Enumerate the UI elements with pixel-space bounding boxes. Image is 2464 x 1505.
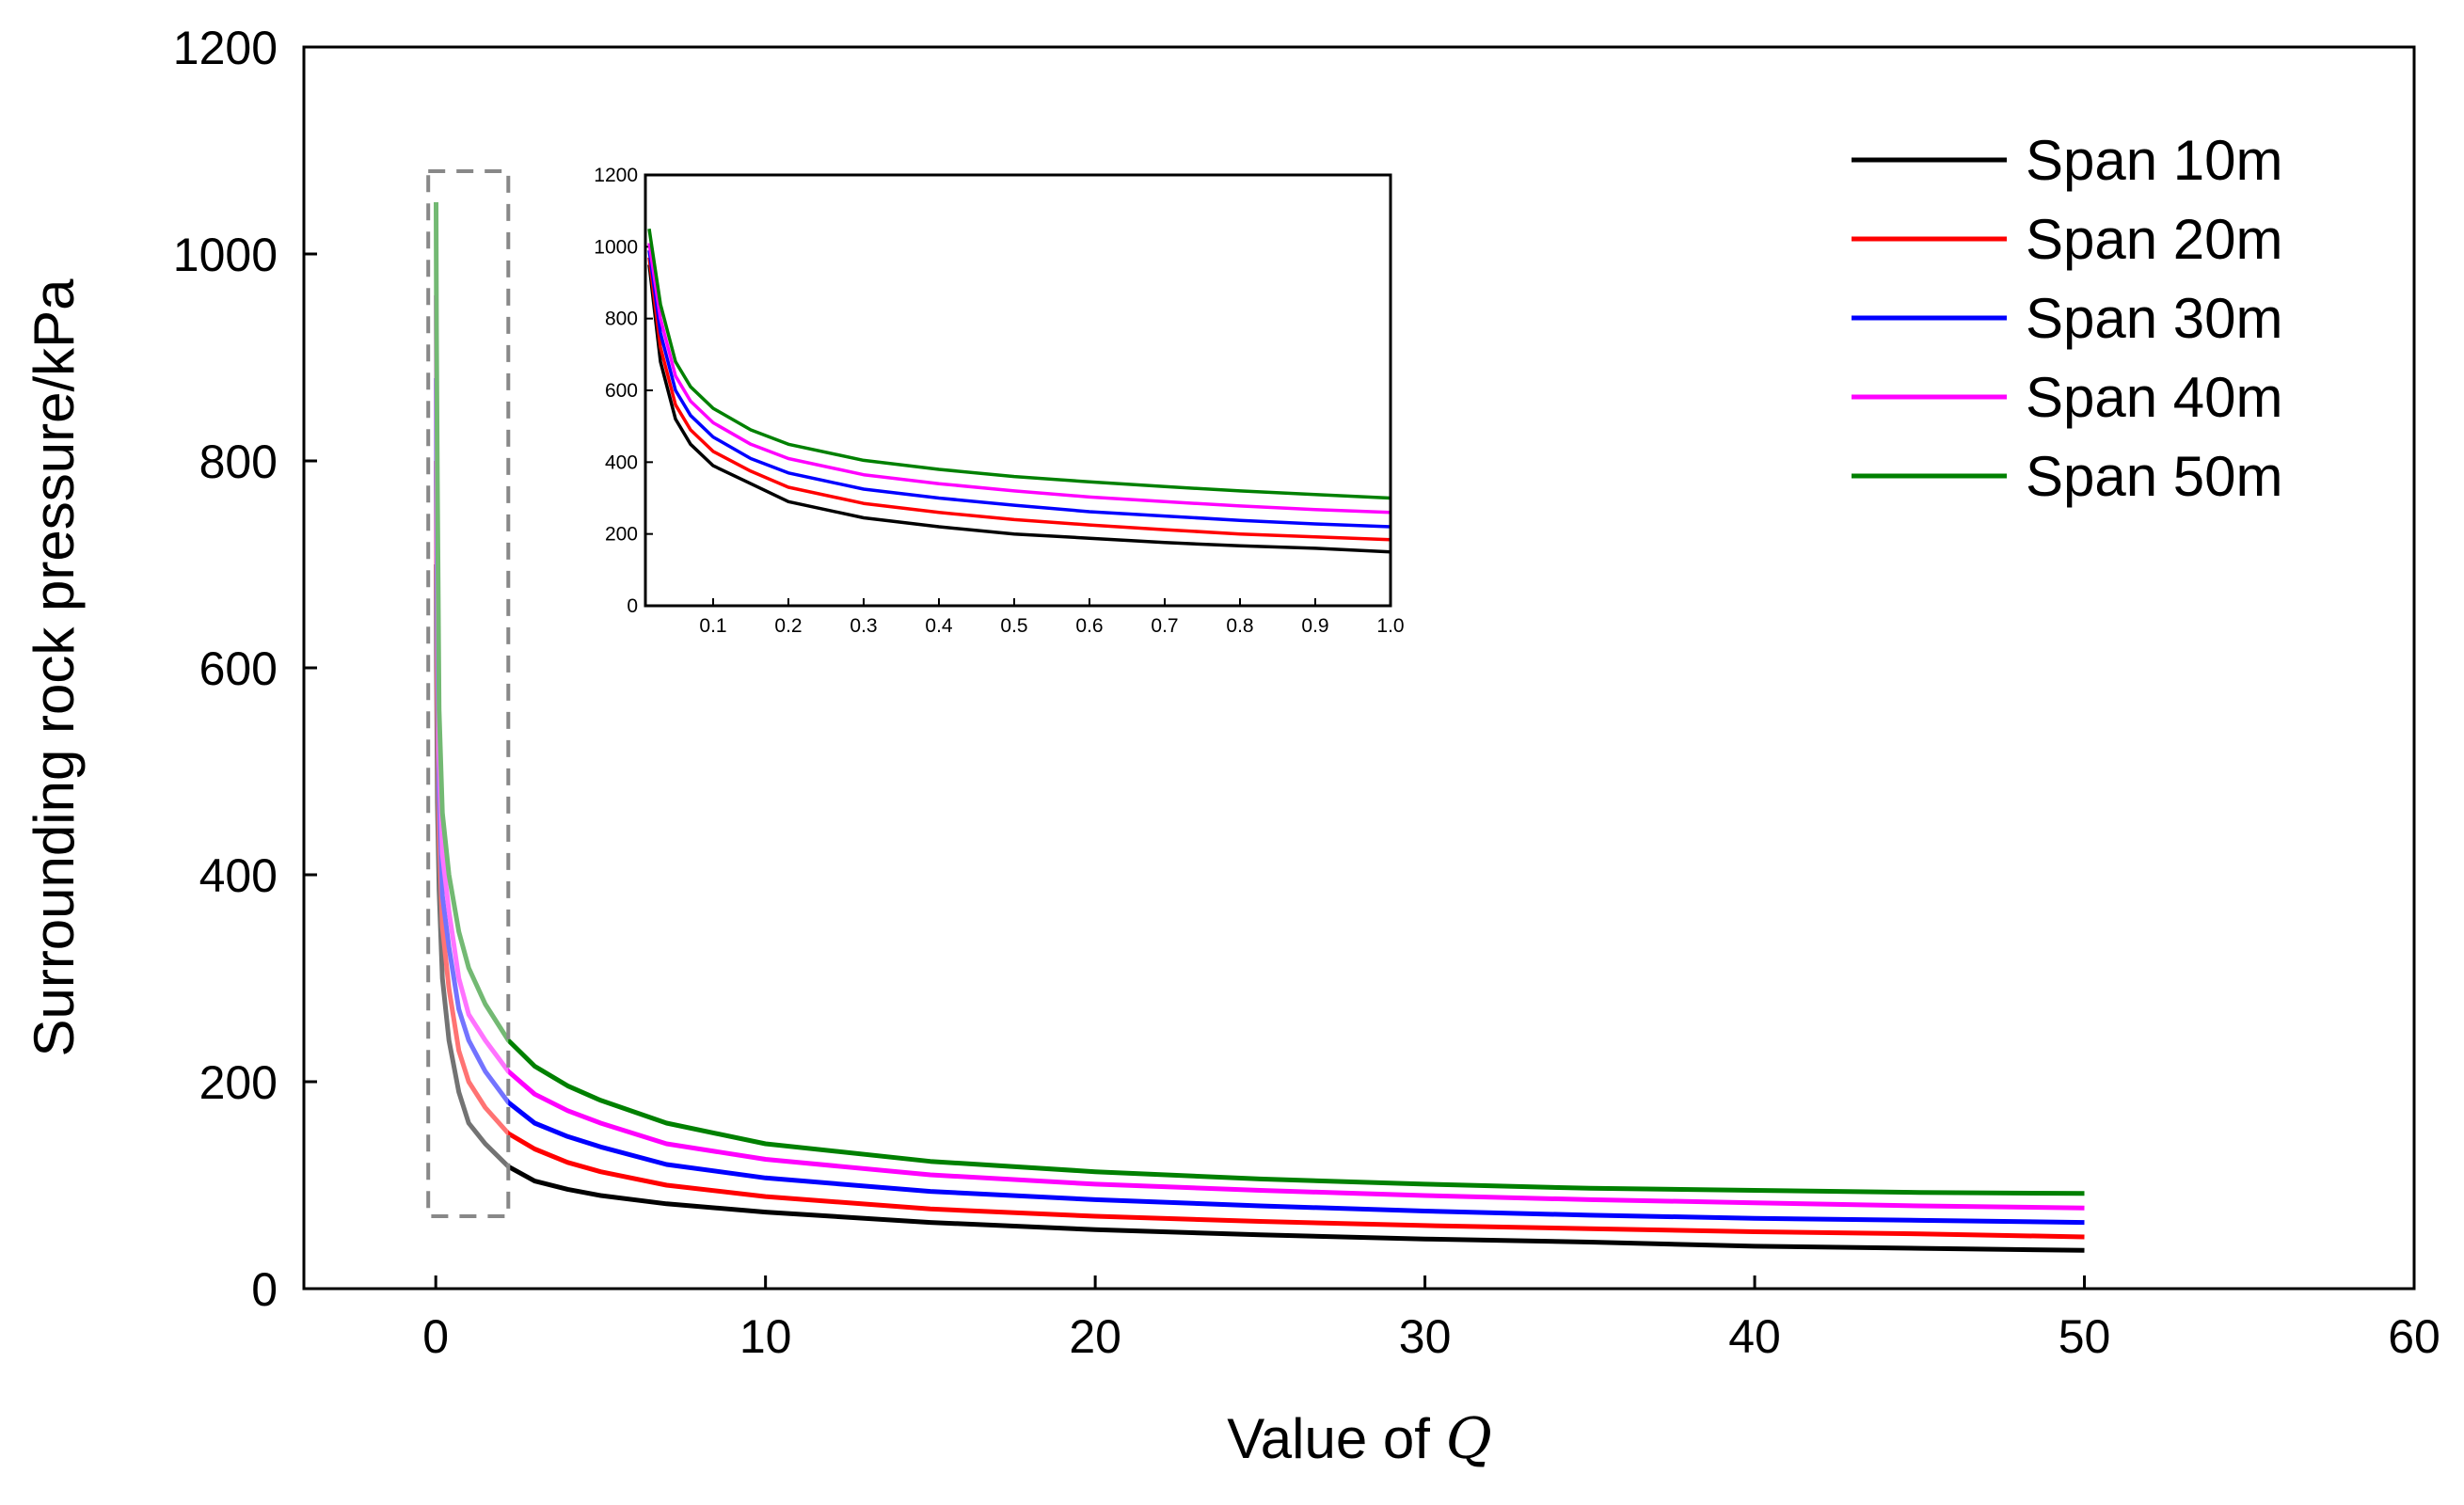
y-tick-label: 800 <box>199 436 278 488</box>
inset-x-tick-label: 0.9 <box>1301 615 1328 637</box>
inset-y-tick-label: 1000 <box>594 236 638 258</box>
inset-x-tick-label: 0.2 <box>774 615 802 637</box>
y-tick-label: 600 <box>199 642 278 695</box>
inset-series-line-span-50m <box>647 229 1391 500</box>
x-tick-label: 40 <box>1728 1310 1781 1363</box>
x-axis-title: Value of Q <box>1227 1406 1492 1472</box>
inset-y-tick-label: 400 <box>605 452 638 473</box>
y-tick-label: 0 <box>251 1263 278 1316</box>
x-axis-title-variable: Q <box>1446 1406 1492 1472</box>
inset-x-tick-label: 0.7 <box>1151 615 1178 637</box>
y-axis-title: Surrounding rock pressure/kPa <box>23 278 86 1057</box>
y-tick-label: 200 <box>199 1056 278 1109</box>
zoom-highlight-box <box>426 169 511 1218</box>
legend-label-span-50m: Span 50m <box>2026 445 2283 508</box>
legend-label-span-20m: Span 20m <box>2026 208 2283 271</box>
inset-series-line-span-30m <box>647 249 1391 529</box>
inset-plot-frame <box>644 173 1392 608</box>
series-line-span-50m <box>434 201 2085 1196</box>
x-tick-label: 0 <box>422 1310 449 1363</box>
x-tick-label: 10 <box>739 1310 792 1363</box>
inset-background <box>645 175 1391 606</box>
x-tick-label: 50 <box>2059 1310 2111 1363</box>
inset-y-tick-label: 800 <box>605 309 638 330</box>
legend-label-span-40m: Span 40m <box>2026 366 2283 429</box>
inset-y-tick-label: 1200 <box>594 165 638 186</box>
x-tick-label: 60 <box>2388 1310 2440 1363</box>
series-line-span-10m <box>434 563 2085 1253</box>
y-tick-label: 1000 <box>173 229 278 281</box>
inset-x-tick-label: 0.4 <box>925 615 953 637</box>
legend: Span 10m Span 20m Span 30m Span 40m Span 50m <box>1852 129 2283 508</box>
y-tick-label: 400 <box>199 849 278 902</box>
legend-label-span-10m: Span 10m <box>2026 129 2283 192</box>
inset-x-tick-label: 0.6 <box>1075 615 1103 637</box>
inset-x-tick-label: 0.3 <box>850 615 877 637</box>
x-axis-title-prefix: Value of <box>1227 1407 1445 1470</box>
inset-y-tick-label: 200 <box>605 524 638 546</box>
x-tick-label: 30 <box>1399 1310 1452 1363</box>
inset-series-line-span-10m <box>647 264 1391 554</box>
inset-x-tick-label: 1.0 <box>1376 615 1404 637</box>
inset-y-tick-label: 0 <box>627 595 638 617</box>
inset-x-tick-label: 0.8 <box>1226 615 1253 637</box>
y-tick-label: 1200 <box>173 22 278 74</box>
inset-x-tick-label: 0.1 <box>699 615 726 637</box>
inset-x-tick-label: 0.5 <box>1000 615 1027 637</box>
inset-series-line-span-40m <box>647 243 1391 515</box>
inset-y-tick-label: 600 <box>605 380 638 402</box>
legend-label-span-30m: Span 30m <box>2026 287 2283 350</box>
x-tick-label: 20 <box>1069 1310 1121 1363</box>
inset-series-line-span-20m <box>647 257 1391 542</box>
